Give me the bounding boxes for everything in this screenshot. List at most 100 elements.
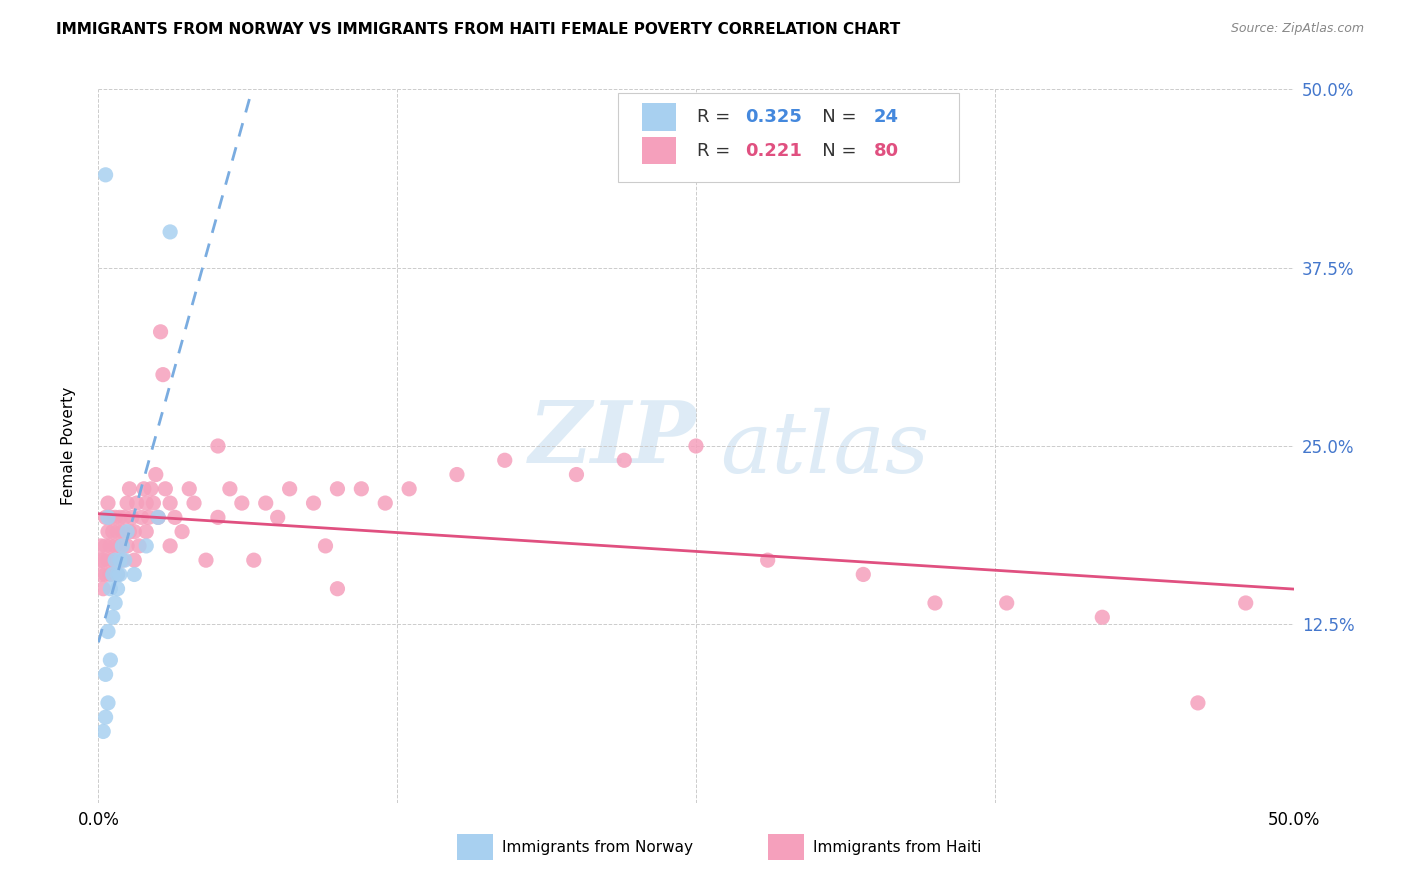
Point [995, 596, 1018, 610]
Text: N =: N = [804, 142, 862, 160]
Point [97, 624, 120, 639]
FancyBboxPatch shape [619, 93, 959, 182]
Point [104, 553, 127, 567]
Point [91, 582, 114, 596]
Point [115, 524, 138, 539]
Point [121, 510, 143, 524]
Point [195, 553, 218, 567]
Point [115, 539, 138, 553]
Point [97, 696, 120, 710]
Y-axis label: Female Poverty: Female Poverty [62, 387, 76, 505]
Point [685, 439, 707, 453]
Point [101, 553, 124, 567]
Point [94, 168, 117, 182]
Point [115, 496, 138, 510]
Point [94, 710, 117, 724]
Point [1187, 696, 1209, 710]
Point [124, 553, 146, 567]
Point [91, 553, 114, 567]
Point [104, 539, 127, 553]
Point [155, 482, 177, 496]
FancyBboxPatch shape [643, 137, 676, 164]
Point [207, 510, 229, 524]
Point [148, 510, 170, 524]
Point [326, 582, 349, 596]
Point [254, 496, 277, 510]
Point [924, 596, 946, 610]
Point [90, 539, 112, 553]
Text: 80: 80 [875, 142, 900, 160]
Point [139, 482, 162, 496]
Point [315, 539, 337, 553]
Point [94, 567, 117, 582]
Point [98, 567, 122, 582]
Point [278, 482, 301, 496]
Point [104, 596, 127, 610]
Point [565, 467, 588, 482]
Text: Immigrants from Norway: Immigrants from Norway [502, 840, 693, 855]
Point [152, 368, 174, 382]
Text: IMMIGRANTS FROM NORWAY VS IMMIGRANTS FROM HAITI FEMALE POVERTY CORRELATION CHART: IMMIGRANTS FROM NORWAY VS IMMIGRANTS FRO… [56, 22, 900, 37]
Point [98, 539, 122, 553]
Point [108, 510, 131, 524]
Point [302, 496, 325, 510]
Point [132, 482, 155, 496]
Point [94, 510, 117, 524]
Point [104, 510, 127, 524]
Text: R =: R = [697, 142, 737, 160]
Point [183, 496, 205, 510]
Point [219, 482, 242, 496]
Text: Source: ZipAtlas.com: Source: ZipAtlas.com [1230, 22, 1364, 36]
FancyBboxPatch shape [643, 103, 676, 130]
Text: 24: 24 [875, 108, 898, 126]
Point [107, 524, 129, 539]
Point [207, 439, 229, 453]
Point [613, 453, 636, 467]
Point [90, 567, 112, 582]
Point [108, 553, 131, 567]
Point [108, 539, 131, 553]
Point [756, 553, 779, 567]
Point [326, 482, 349, 496]
Point [159, 539, 181, 553]
Point [159, 225, 181, 239]
Point [114, 510, 136, 524]
Point [111, 553, 134, 567]
Point [135, 539, 157, 553]
Point [374, 496, 396, 510]
Point [494, 453, 516, 467]
Text: R =: R = [697, 108, 737, 126]
FancyBboxPatch shape [768, 834, 804, 860]
Text: 0.325: 0.325 [745, 108, 801, 126]
Point [97, 524, 120, 539]
Point [398, 482, 420, 496]
Point [101, 610, 124, 624]
Point [124, 567, 146, 582]
Point [131, 510, 153, 524]
Point [231, 496, 253, 510]
Point [138, 510, 160, 524]
Point [97, 496, 120, 510]
Point [145, 467, 167, 482]
Point [107, 582, 129, 596]
Text: ZIP: ZIP [529, 397, 696, 481]
Point [1234, 596, 1257, 610]
Point [142, 496, 165, 510]
Point [124, 524, 146, 539]
Point [90, 553, 112, 567]
Text: atlas: atlas [720, 409, 929, 491]
Point [350, 482, 373, 496]
Point [107, 567, 129, 582]
Point [128, 539, 150, 553]
Point [149, 325, 172, 339]
Point [135, 524, 157, 539]
Point [98, 582, 122, 596]
Text: Immigrants from Haiti: Immigrants from Haiti [813, 840, 981, 855]
Point [852, 567, 875, 582]
Point [135, 496, 157, 510]
Point [114, 553, 136, 567]
Point [111, 539, 134, 553]
Point [118, 524, 141, 539]
FancyBboxPatch shape [457, 834, 494, 860]
Point [98, 510, 122, 524]
